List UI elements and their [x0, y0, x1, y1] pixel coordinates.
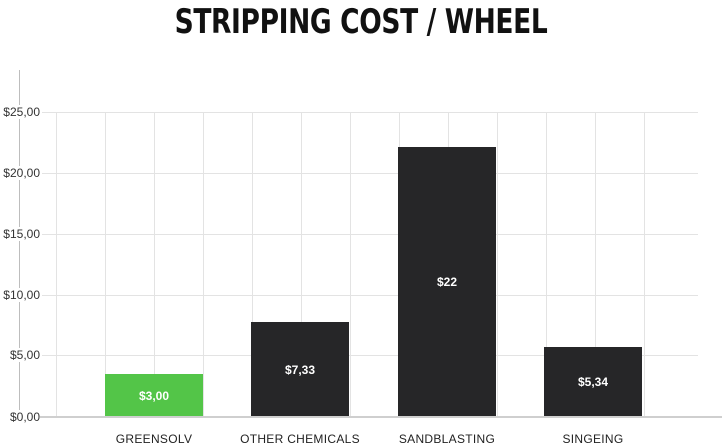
- chart-title: STRIPPING COST / WHEEL: [174, 2, 548, 42]
- bar-value-label: $7,33: [284, 362, 316, 377]
- bar-greensolv: $3,00: [105, 374, 203, 417]
- vgridline: [56, 112, 57, 417]
- vgridline: [154, 112, 155, 417]
- bar-value-label: $5,34: [577, 375, 609, 389]
- vgridline: [301, 112, 302, 417]
- vgridline: [105, 112, 106, 417]
- y-tick-label: $10,00: [0, 288, 41, 302]
- y-tick-label: $20,00: [0, 166, 41, 180]
- gridline-5: [42, 355, 698, 356]
- y-tick-label: $15,00: [0, 227, 41, 241]
- gridline-20: [42, 173, 698, 174]
- vgridline: [497, 112, 498, 417]
- gridline-10: [42, 295, 698, 296]
- y-axis-line: [19, 70, 20, 417]
- vgridline: [350, 112, 351, 417]
- vgridline: [203, 112, 204, 417]
- bar-value-label: $3,00: [138, 388, 170, 403]
- vgridline: [252, 112, 253, 417]
- y-tick-label: $0,00: [0, 410, 41, 424]
- bar-other-chemicals: $7,33: [251, 322, 349, 417]
- gridline-25: [42, 112, 698, 113]
- x-tick-label: SANDBLASTING: [398, 432, 496, 446]
- bar-singeing: $5,34: [544, 347, 642, 417]
- gridline-15: [42, 234, 698, 235]
- x-axis-baseline: [40, 416, 722, 418]
- y-tick-label: $25,00: [0, 105, 41, 119]
- vgridline: [644, 112, 645, 417]
- y-tick-label: $5,00: [0, 348, 41, 362]
- vgridline: [595, 112, 596, 417]
- bar-sandblasting: $22: [398, 147, 496, 417]
- x-tick-label: GREENSOLV: [115, 432, 193, 446]
- x-tick-label: SINGEING: [562, 432, 624, 446]
- bar-value-label: $22: [436, 275, 458, 289]
- vgridline: [546, 112, 547, 417]
- x-tick-label: OTHER CHEMICALS: [240, 432, 360, 446]
